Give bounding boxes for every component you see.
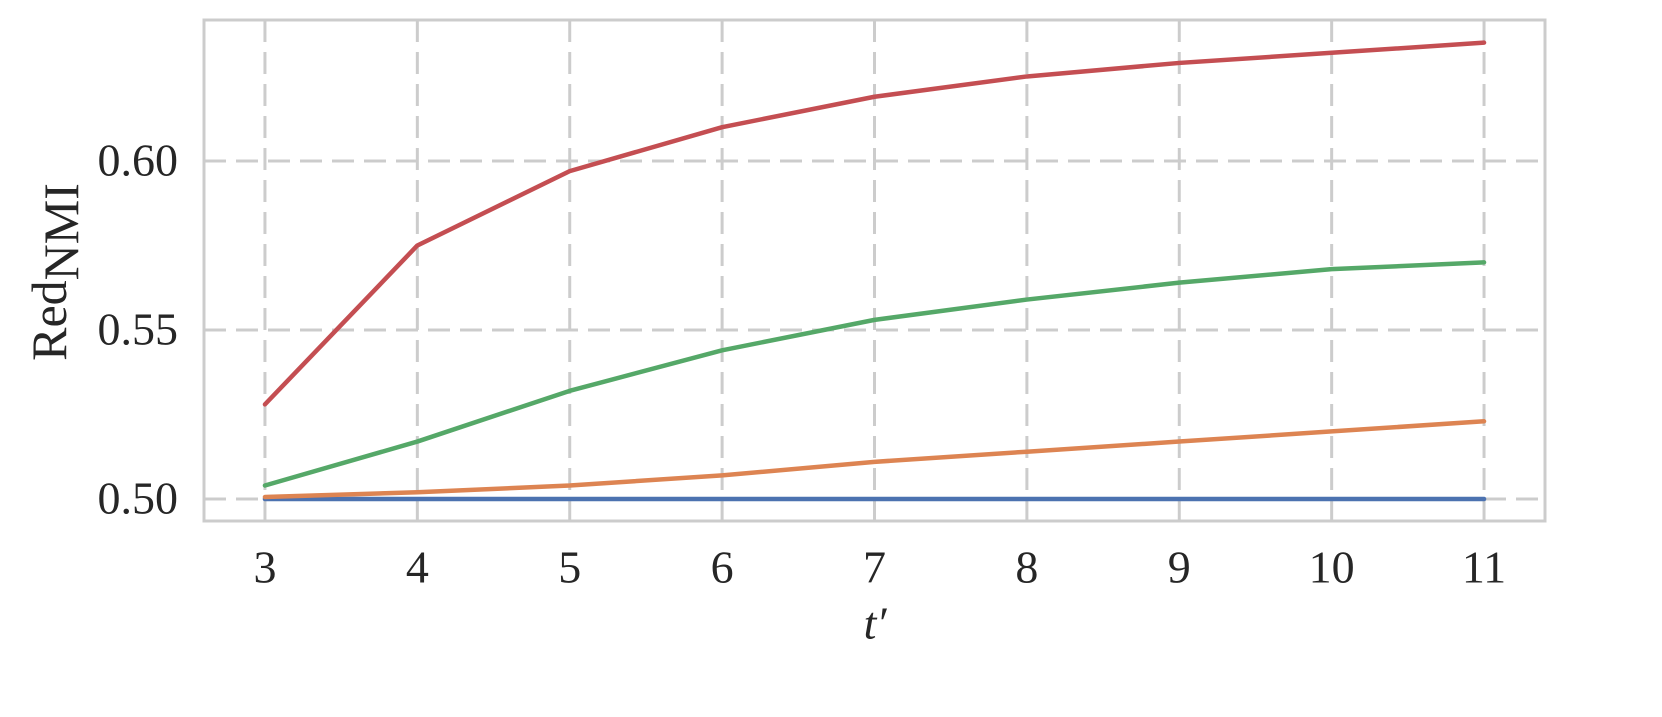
x-tick-label: 11 bbox=[1462, 542, 1506, 593]
y-axis-label: RedNMI bbox=[21, 183, 89, 361]
line-series bbox=[262, 260, 1487, 488]
x-tick-label: 4 bbox=[406, 542, 429, 593]
y-tick-label: 0.50 bbox=[98, 473, 179, 524]
y-tick-label: 0.55 bbox=[98, 304, 179, 355]
y-axis-label-main: Red bbox=[21, 280, 77, 361]
x-tick-label: 10 bbox=[1309, 542, 1355, 593]
x-tick-label: 8 bbox=[1015, 542, 1038, 593]
x-axis-label: t′ bbox=[864, 598, 888, 649]
x-tick-label: 5 bbox=[558, 542, 581, 593]
y-axis-label-subscript: NMI bbox=[33, 183, 89, 280]
line-series bbox=[262, 419, 1487, 500]
x-tick-label: 7 bbox=[863, 542, 886, 593]
x-tick-label: 3 bbox=[253, 542, 276, 593]
y-tick-label: 0.60 bbox=[98, 135, 179, 186]
plot-frame bbox=[202, 18, 1547, 523]
x-tick-label: 9 bbox=[1168, 542, 1191, 593]
x-tick-label: 6 bbox=[711, 542, 734, 593]
line-series bbox=[262, 40, 1487, 407]
